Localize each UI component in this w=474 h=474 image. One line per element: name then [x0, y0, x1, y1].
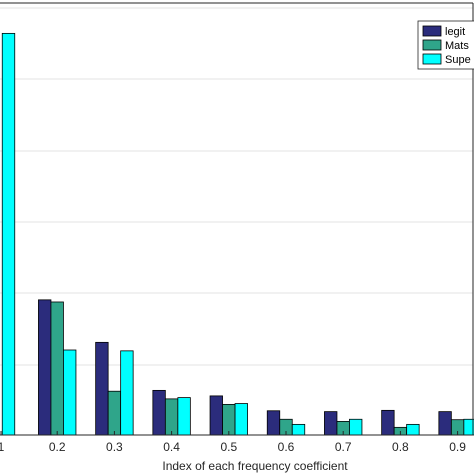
bar-supe-0.1 [1, 32, 16, 436]
legend: legit Mats Supe [417, 20, 474, 70]
bar-legit-0.2 [38, 299, 52, 436]
bar-legit-0.5 [209, 395, 223, 436]
x-tick-label: 0.2 [49, 440, 66, 454]
bar-supe-0.8 [406, 423, 420, 436]
bar-supe-0.4 [177, 397, 191, 436]
legend-label-supe: Supe [445, 54, 471, 66]
bars [1, 32, 474, 436]
x-axis-title: Index of each frequency coefficient [162, 459, 348, 473]
bar-legit-0.6 [266, 410, 281, 436]
bar-supe-0.3 [120, 350, 134, 436]
bar-supe-0.5 [234, 403, 248, 436]
legend-swatch-mats [422, 39, 442, 51]
bar-legit-0.8 [381, 409, 395, 436]
x-tick-label: 0.5 [220, 440, 237, 454]
x-tick-label: 0.7 [335, 440, 352, 454]
legend-label-mats: Mats [445, 40, 469, 52]
bar-legit-0.7 [324, 411, 338, 436]
legend-swatch-legit [422, 25, 442, 37]
bar-supe-0.7 [349, 418, 363, 436]
x-tick-label: 0.8 [392, 440, 409, 454]
bar-mats-0.3 [107, 390, 122, 436]
grid-lines [0, 7, 473, 436]
x-tick-label: 0.6 [278, 440, 295, 454]
bar-legit-0.3 [95, 341, 109, 436]
bar-legit-0.9 [438, 411, 452, 436]
x-tick-label: 0.9 [449, 440, 466, 454]
legend-swatch-supe [422, 53, 442, 65]
bar-mats-0.2 [50, 301, 64, 436]
bar-legit-0.4 [152, 389, 166, 436]
bar-supe-0.2 [63, 349, 77, 436]
x-tick-label: 1 [0, 440, 5, 454]
bar-supe-0.6 [291, 423, 306, 436]
legend-label-legit: legit [445, 26, 465, 38]
bar-mats-0.5 [222, 403, 236, 436]
bar-mats-0.4 [164, 398, 179, 436]
x-tick-label: 0.4 [163, 440, 180, 454]
x-tick-labels: 1 0.2 0.3 0.4 0.5 0.6 0.7 0.8 0.9 [0, 431, 466, 454]
bar-supe-0.9 [463, 418, 474, 436]
x-tick-label: 0.3 [106, 440, 123, 454]
